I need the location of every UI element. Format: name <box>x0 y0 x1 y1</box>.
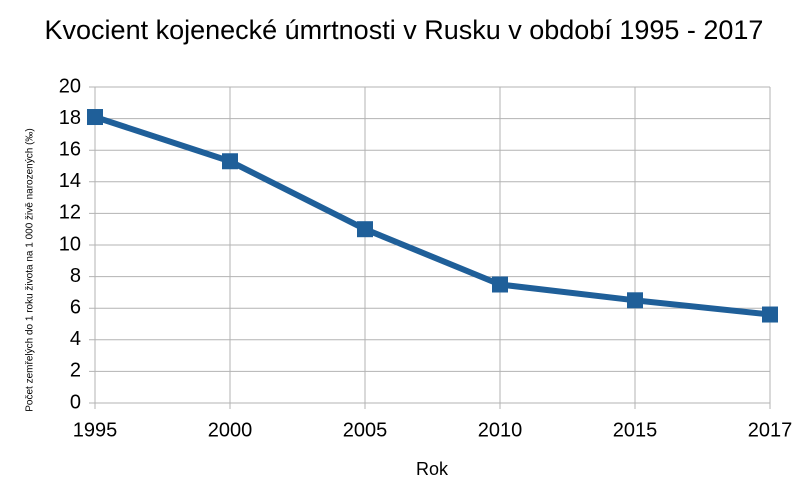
y-tick-label: 2 <box>70 360 81 382</box>
y-axis-label: Počet zemřelých do 1 roku života na 1 00… <box>25 128 36 411</box>
y-tick-label: 16 <box>59 138 81 160</box>
x-tick-label: 2017 <box>748 419 793 441</box>
x-tick-label: 1995 <box>73 419 118 441</box>
y-tick-label: 12 <box>59 202 81 224</box>
y-tick-label: 0 <box>70 391 81 413</box>
y-tick-label: 6 <box>70 296 81 318</box>
y-tick-label: 10 <box>59 233 81 255</box>
marker <box>492 276 508 293</box>
x-tick-label: 2005 <box>343 419 388 441</box>
marker <box>222 153 238 170</box>
y-tick-label: 4 <box>70 328 81 350</box>
line <box>94 114 771 318</box>
y-tick-label: 20 <box>59 75 81 97</box>
x-axis-label: Rok <box>416 459 449 479</box>
x-tick-label: 2010 <box>478 419 523 441</box>
marker <box>627 292 643 309</box>
y-tick-label: 14 <box>59 170 81 192</box>
y-tick-label: 8 <box>70 265 81 287</box>
chart-title: Kvocient kojenecké úmrtnosti v Rusku v o… <box>45 15 764 45</box>
y-tick-label: 18 <box>59 107 81 129</box>
x-tick-label: 2000 <box>208 419 253 441</box>
marker <box>762 306 778 323</box>
marker <box>357 221 373 238</box>
x-tick-label: 2015 <box>613 419 658 441</box>
marker <box>87 109 103 126</box>
